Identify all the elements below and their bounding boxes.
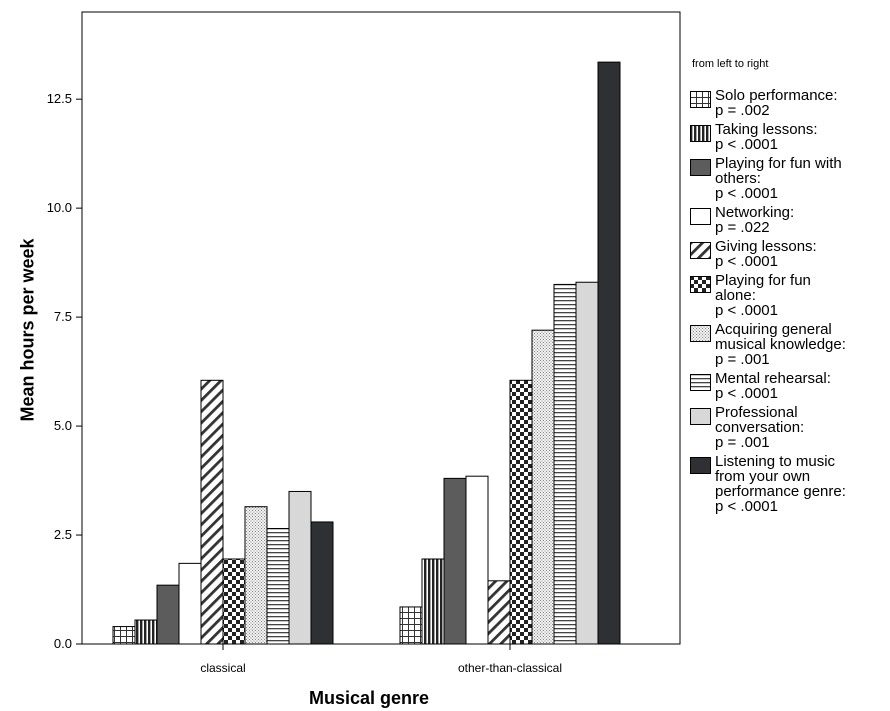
bar: [200, 379, 224, 645]
legend-label-line: Listening to music: [715, 453, 836, 470]
legend-label: Playing for fun with others: p < .0001: [715, 156, 842, 201]
y-tick-label: 12.5: [47, 91, 72, 106]
legend-item: Playing for fun alone: p < .0001: [690, 273, 888, 318]
legend-label-line: Solo performance:: [715, 87, 838, 104]
bar: [421, 558, 445, 645]
bar: [399, 606, 423, 645]
legend-label: Solo performance: p = .002: [715, 88, 838, 118]
bar: [244, 506, 268, 645]
bar: [465, 475, 489, 645]
legend-swatch: [690, 408, 711, 425]
legend-label-line: p < .0001: [715, 185, 778, 202]
y-tick-label: 2.5: [54, 527, 72, 542]
legend-swatch: [690, 374, 711, 391]
legend-label-line: p < .0001: [715, 498, 778, 515]
legend-label-line: Networking:: [715, 204, 795, 221]
bar: [487, 580, 511, 645]
legend-label-line: Giving lessons:: [715, 238, 817, 255]
bar: [288, 490, 312, 645]
legend-label-line: alone:: [715, 287, 756, 304]
legend-label: Listening to music from your own performan…: [715, 454, 846, 514]
y-tick-label: 7.5: [54, 309, 72, 324]
legend-label: Professional conversation: p = .001: [715, 405, 804, 450]
legend-label: Giving lessons: p < .0001: [715, 239, 817, 269]
bar: [531, 329, 555, 645]
legend-label-line: musical knowledge:: [715, 336, 846, 353]
legend-label-line: p < .0001: [715, 136, 778, 153]
legend-label-line: Taking lessons:: [715, 121, 818, 138]
y-tick-label: 5.0: [54, 418, 72, 433]
y-axis-label: Mean hours per week: [17, 238, 38, 422]
bar: [112, 626, 136, 645]
bar: [156, 584, 180, 645]
legend-swatch: [690, 159, 711, 176]
y-tick-label: 10.0: [47, 200, 72, 215]
legend-item: Taking lessons: p < .0001: [690, 122, 888, 152]
legend-label: Playing for fun alone: p < .0001: [715, 273, 811, 318]
legend-label-line: Playing for fun with: [715, 155, 842, 172]
legend-title: from left to right: [692, 58, 769, 70]
legend-label-line: p = .022: [715, 219, 770, 236]
legend-swatch: [690, 208, 711, 225]
y-tick-label: 0.0: [54, 636, 72, 651]
bar: [134, 619, 158, 645]
legend-label-line: Mental rehearsal:: [715, 370, 831, 387]
legend-label-line: from your own: [715, 468, 811, 485]
legend-item: Acquiring general musical knowledge: p = .…: [690, 322, 888, 367]
legend-item: Listening to music from your own performan…: [690, 454, 888, 514]
plot-frame: [81, 11, 681, 645]
legend-label-line: performance genre:: [715, 483, 846, 500]
legend-label-line: p = .001: [715, 351, 770, 368]
legend-item: Giving lessons: p < .0001: [690, 239, 888, 269]
legend-label-line: p = .002: [715, 102, 770, 119]
x-tick-label: classical: [200, 661, 245, 675]
x-axis-label: Musical genre: [308, 688, 430, 708]
bar: [178, 562, 202, 645]
legend-label-line: p < .0001: [715, 302, 778, 319]
legend-swatch: [690, 242, 711, 259]
bar: [310, 521, 334, 645]
legend-swatch: [690, 457, 711, 474]
bar: [222, 558, 246, 645]
legend-label-line: others:: [715, 170, 761, 187]
legend-label-line: p < .0001: [715, 253, 778, 270]
legend-label-line: Playing for fun: [715, 272, 811, 289]
legend-item: Playing for fun with others: p < .0001: [690, 156, 888, 201]
bar: [509, 379, 533, 645]
legend-label: Mental rehearsal: p < .0001: [715, 371, 831, 401]
legend-swatch: [690, 125, 711, 142]
bar: [266, 527, 290, 645]
legend-label: Acquiring general musical knowledge: p = .…: [715, 322, 846, 367]
legend: from left to right Solo performance: p = …: [690, 58, 888, 518]
bar: [553, 283, 577, 645]
legend-label-line: p = .001: [715, 434, 770, 451]
legend-item: Networking: p = .022: [690, 205, 888, 235]
legend-label-line: conversation:: [715, 419, 805, 436]
legend-swatch: [690, 276, 711, 293]
legend-label-line: Professional: [715, 404, 798, 421]
legend-item: Solo performance: p = .002: [690, 88, 888, 118]
legend-label-line: p < .0001: [715, 385, 778, 402]
legend-label-line: Acquiring general: [715, 321, 832, 338]
legend-item: Professional conversation: p = .001: [690, 405, 888, 450]
legend-label: Taking lessons: p < .0001: [715, 122, 818, 152]
bar: [597, 61, 621, 645]
x-tick-label: other-than-classical: [458, 661, 562, 675]
legend-item: Mental rehearsal: p < .0001: [690, 371, 888, 401]
legend-swatch: [690, 325, 711, 342]
legend-label: Networking: p = .022: [715, 205, 794, 235]
bar: [575, 281, 599, 645]
bar: [443, 477, 467, 645]
legend-swatch: [690, 91, 711, 108]
